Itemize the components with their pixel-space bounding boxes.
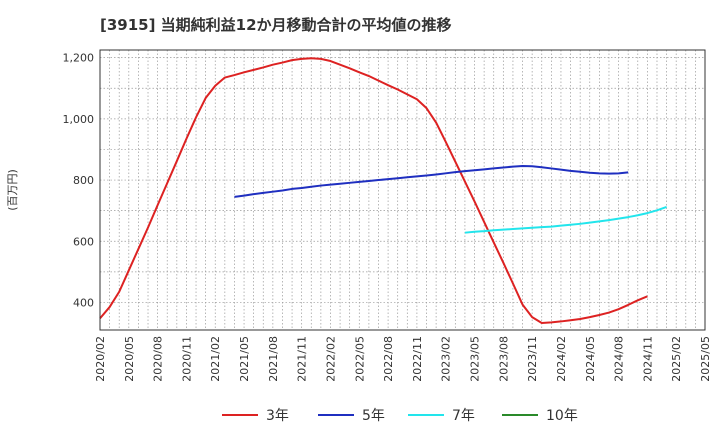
x-ticks: 2020/02 2020/05 2020/08 2020/11 2021/02 2021/… — [94, 336, 712, 382]
legend-swatch — [222, 414, 258, 416]
x-tick-label: 2023/11 — [526, 336, 539, 382]
plot-frame — [99, 49, 706, 331]
x-tick-label: 2022/11 — [411, 336, 424, 382]
legend-label: 7年 — [452, 408, 475, 424]
x-tick-label: 2022/02 — [324, 336, 337, 382]
x-tick-label: 2021/11 — [296, 336, 309, 382]
x-tick-label: 2023/02 — [440, 336, 453, 382]
x-tick-label: 2023/08 — [497, 336, 510, 382]
x-tick-label: 2022/05 — [353, 336, 366, 382]
x-tick-label: 2020/08 — [152, 336, 165, 382]
x-tick-label: 2020/02 — [94, 336, 107, 382]
x-tick-label: 2023/05 — [469, 336, 482, 382]
series-group — [99, 57, 667, 324]
legend-label: 3年 — [266, 408, 289, 424]
legend-item: 7年 — [408, 404, 475, 426]
x-tick-label: 2020/05 — [123, 336, 136, 382]
plot-area — [100, 50, 705, 330]
y-tick-label: 400 — [73, 296, 94, 309]
x-tick-label: 2024/02 — [555, 336, 568, 382]
legend-label: 5年 — [362, 408, 385, 424]
series-line-7年 — [464, 206, 667, 234]
legend-label: 10年 — [546, 408, 578, 424]
legend-item: 5年 — [318, 404, 385, 426]
x-tick-label: 2024/11 — [641, 336, 654, 382]
legend-item: 10年 — [502, 404, 578, 426]
y-tick-label: 800 — [73, 174, 94, 187]
series-line-5年 — [234, 164, 629, 198]
y-ticks: 400 600 800 1,000 1,200 — [63, 52, 95, 310]
y-tick-label: 1,000 — [63, 113, 95, 126]
y-axis-label: (百万円) — [6, 169, 19, 211]
x-tick-label: 2020/11 — [180, 336, 193, 382]
legend-swatch — [318, 414, 354, 416]
x-tick-label: 2024/05 — [584, 336, 597, 382]
chart-title: [3915] 当期純利益12か月移動合計の平均値の推移 — [100, 16, 452, 34]
x-tick-label: 2025/05 — [699, 336, 712, 382]
legend-swatch — [408, 414, 444, 416]
y-tick-label: 1,200 — [63, 52, 95, 65]
x-tick-label: 2022/08 — [382, 336, 395, 382]
x-tick-label: 2021/08 — [267, 336, 280, 382]
series-line-3年 — [99, 57, 648, 324]
x-tick-label: 2021/05 — [238, 336, 251, 382]
legend-swatch — [502, 414, 538, 416]
x-tick-label: 2025/02 — [670, 336, 683, 382]
x-tick-label: 2021/02 — [209, 336, 222, 382]
x-tick-label: 2024/08 — [613, 336, 626, 382]
y-tick-label: 600 — [73, 235, 94, 248]
legend-item: 3年 — [222, 404, 289, 426]
legend: 3年 5年 7年 10年 — [0, 404, 720, 426]
